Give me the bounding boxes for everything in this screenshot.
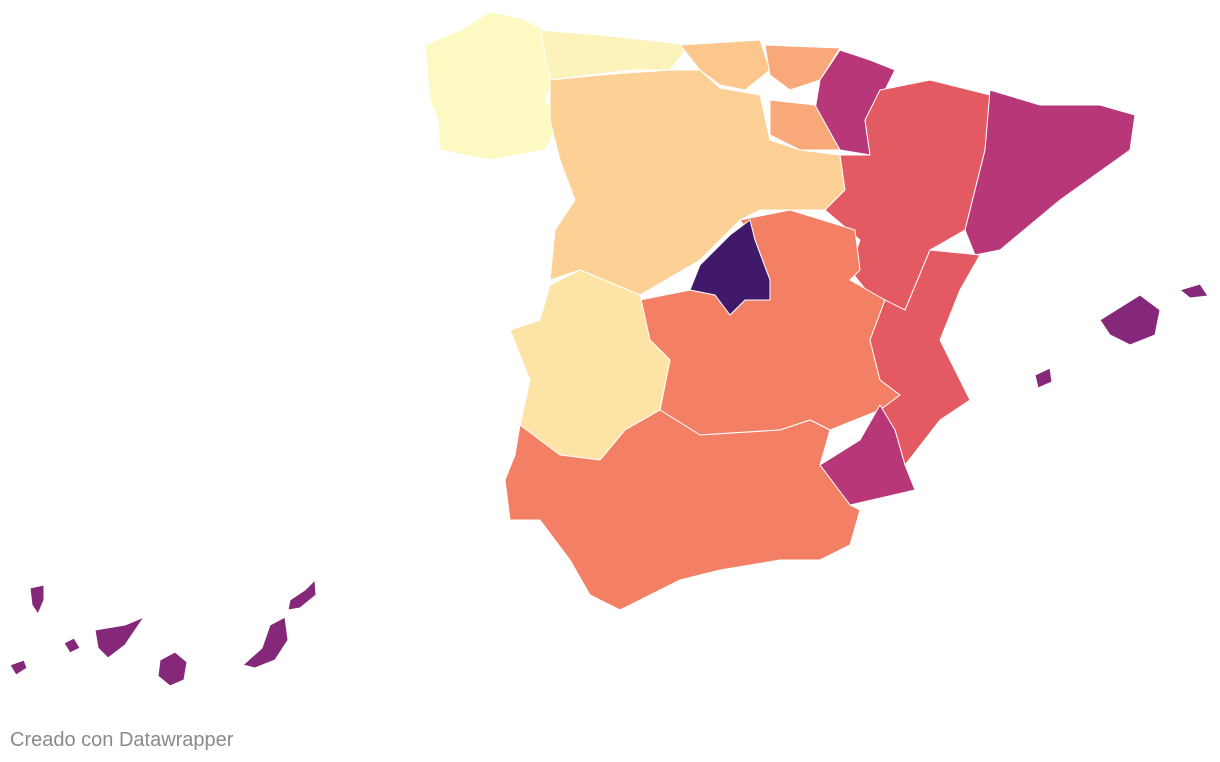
region-cataluna [964,89,1136,256]
region-la-palma [29,584,45,615]
region-madrid [689,219,771,316]
region-menorca [1179,283,1209,299]
region-lanzarote [287,579,317,611]
region-ibiza [1034,367,1053,389]
region-pais-vasco [764,44,841,91]
region-tenerife [94,616,145,659]
region-andalucia [504,409,861,611]
region-castilla-y-leon [549,69,846,296]
region-galicia [424,11,561,161]
credit: Creado con Datawrapper [10,729,234,751]
region-el-hierro [9,659,28,676]
region-gran-canaria [157,651,188,687]
regions [9,11,1209,687]
region-murcia [819,404,916,506]
region-mallorca [1099,294,1161,346]
region-la-rioja [769,99,841,151]
region-la-gomera [63,637,81,654]
region-fuerteventura [242,616,289,669]
